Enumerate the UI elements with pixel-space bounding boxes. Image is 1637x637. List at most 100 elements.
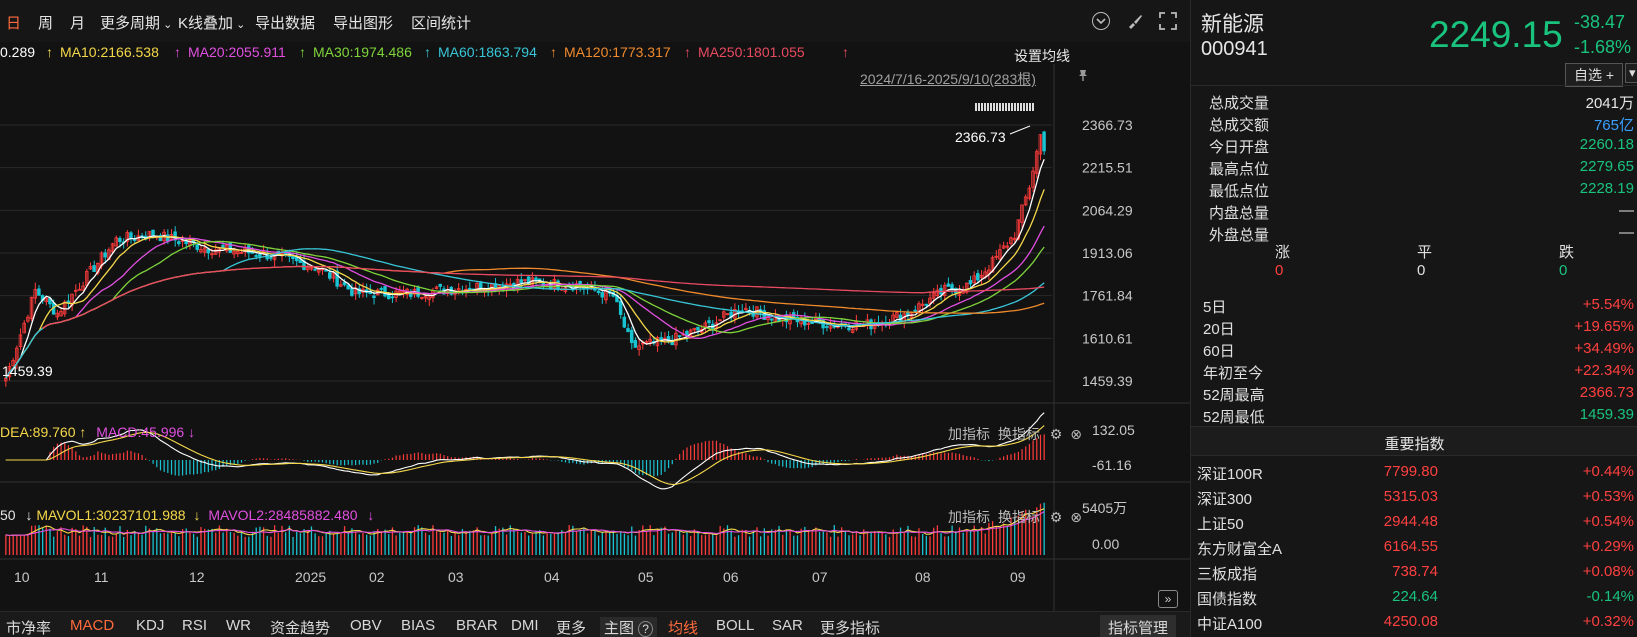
period-week-tab[interactable]: 周 [38,15,54,32]
index-row[interactable]: 深证300 5315.03 +0.53% [1191,485,1637,509]
index-row[interactable]: 三板成指 738.74 +0.08% [1191,560,1637,584]
month-axis-label: 08 [915,569,931,585]
main-chart-toggle[interactable]: 主图 ? [600,617,657,637]
collapse-icon[interactable] [1092,12,1110,30]
high-pointer [1009,125,1031,135]
indicator-manage-button[interactable]: 指标管理 [1100,615,1177,637]
indicator-more-list[interactable]: 更多指标 [820,620,881,637]
indices-header: 重要指数 [1191,426,1637,456]
indicator-macd[interactable]: MACD [70,617,115,634]
candle-down [151,229,155,237]
indicator-fund-trend[interactable]: 资金趋势 [270,620,331,637]
price-axis-label: 2064.29 [1082,202,1133,218]
indicator-sar[interactable]: SAR [772,617,803,634]
candle-up [1001,245,1006,249]
event-marker [996,103,998,111]
candle-down [950,284,954,291]
candle-down [618,300,623,315]
index-row[interactable]: 中证A100 4250.08 +0.32% [1191,610,1637,634]
period-label: 60日 [1203,343,1235,360]
export-data-button[interactable]: 导出数据 [255,15,316,32]
period-day-tab[interactable]: 日 [6,15,22,32]
add-indicator-button[interactable]: 加指标 [948,509,990,525]
vol-axis-label: 5405万 [1082,500,1127,516]
macd-legend: DEA:89.760 ↑ MACD:45.996 ↓ [0,424,195,440]
indicator-bias[interactable]: BIAS [401,617,436,634]
index-pct: +0.44% [1582,463,1634,480]
index-row[interactable]: 上证50 2944.48 +0.54% [1191,510,1637,534]
candle-down [946,283,951,287]
quote-value: — [1619,202,1634,219]
candle-down [976,273,980,281]
candle-up [1027,187,1032,199]
expand-icon[interactable]: » [1158,590,1178,608]
indicator-brar[interactable]: BRAR [456,617,498,634]
period-row: 5日 +5.54% [1191,294,1637,316]
brush-icon[interactable] [1126,12,1144,33]
indicator-pb[interactable]: 市净率 [6,620,52,637]
month-axis-label: 2025 [295,569,326,585]
index-row[interactable]: 国债指数 224.64 -0.14% [1191,585,1637,609]
indicator-more[interactable]: 更多 [556,620,587,637]
quote-label: 总成交额 [1209,117,1270,134]
index-row[interactable]: 东方财富全A 6164.55 +0.29% [1191,535,1637,559]
indicator-rsi[interactable]: RSI [182,617,208,634]
indicator-kdj[interactable]: KDJ [136,617,165,634]
candle-up [935,289,940,297]
add-indicator-button[interactable]: 加指标 [948,426,990,442]
indicator-dmi[interactable]: DMI [511,617,539,634]
up-arrow-icon: ↑ [424,44,431,60]
candle-down [519,279,523,284]
candle-down [357,288,361,295]
k-overlay-menu[interactable]: K线叠加 ⌄ [178,12,245,33]
chevron-down-icon[interactable]: ▾ [1625,63,1637,83]
candle-up [232,251,236,255]
candle-up [648,339,652,343]
quote-value: 2279.65 [1579,158,1634,175]
indicator-wr[interactable]: WR [226,617,251,634]
candle-down [438,283,442,287]
main-chart[interactable]: 2366.73 2215.51 2064.29 1913.06 1761.84 1610.… [0,64,1190,611]
help-icon: ? [638,621,653,637]
quote-row: 总成交额 765亿 [1191,112,1637,134]
pin-icon[interactable] [1076,68,1090,85]
candle-down [195,244,199,250]
candle-down [379,288,384,290]
gear-icon[interactable]: ⚙ [1049,509,1063,525]
candle-up [964,282,969,293]
candle-up [22,322,26,334]
breadth-flat-value: 0 [1417,262,1426,279]
candle-down [342,282,347,286]
candle-up [309,267,314,270]
switch-indicator-button[interactable]: 换指标 [997,426,1040,442]
event-marker [1026,103,1028,111]
more-periods-menu[interactable]: 更多周期 ⌄ [100,12,172,33]
indicator-obv[interactable]: OBV [350,617,382,634]
candle-down [596,290,601,293]
indicator-boll[interactable]: BOLL [716,617,755,634]
candle-up [931,292,936,299]
candle-up [4,377,8,382]
close-icon[interactable]: ⊗ [1070,426,1082,442]
fullscreen-icon[interactable] [1158,11,1178,34]
index-row[interactable]: 深证100R 7799.80 +0.44% [1191,460,1637,484]
index-price: 4250.08 [1383,613,1438,630]
close-icon[interactable]: ⊗ [1070,509,1082,525]
period-row: 52周最高 2366.73 [1191,382,1637,404]
switch-indicator-button[interactable]: 换指标 [997,509,1040,525]
add-watchlist-button[interactable]: 自选 + [1565,63,1624,87]
candle-up [972,275,976,283]
export-chart-button[interactable]: 导出图形 [333,15,394,32]
candle-up [125,232,129,242]
period-month-tab[interactable]: 月 [70,15,86,32]
event-marker [987,103,989,111]
candle-down [328,272,332,279]
ma30-line [5,240,1045,379]
indicator-ma[interactable]: 均线 [668,620,699,637]
up-arrow-icon: ↑ [842,44,849,60]
gear-icon[interactable]: ⚙ [1049,426,1063,442]
index-pct: +0.08% [1582,563,1634,580]
range-stats-button[interactable]: 区间统计 [411,15,472,32]
candle-up [895,312,899,318]
index-name: 上证50 [1197,516,1244,533]
